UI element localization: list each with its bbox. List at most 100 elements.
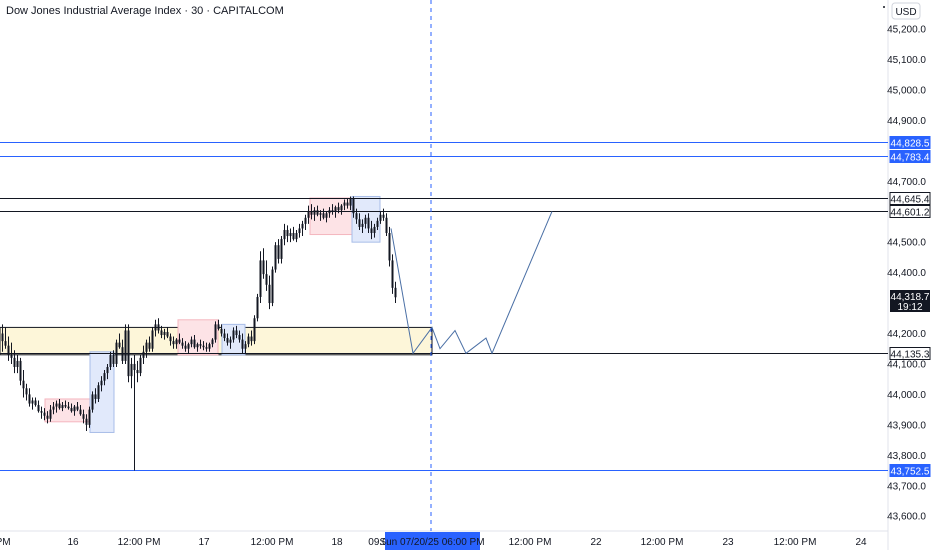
candle (31, 397, 34, 410)
candle (316, 205, 319, 217)
candle (349, 196, 352, 211)
candle (172, 336, 175, 349)
candle (142, 345, 145, 364)
candle (124, 324, 127, 364)
price-tick-label: 44,200.0 (887, 329, 926, 340)
level-price-text: 44,601.2 (891, 208, 930, 219)
time-tick-label: 12:00 PM (251, 537, 294, 548)
currency-button[interactable]: USD (891, 2, 921, 20)
candle (337, 202, 340, 214)
candle (22, 370, 25, 398)
last-price-countdown: 19:12 (897, 302, 922, 313)
time-tick-label: 12:00 PM (774, 537, 817, 548)
time-tick-label: 22 (590, 537, 602, 548)
crosshair-time-label: Sun 07/20/25 06:00 PM (379, 532, 485, 550)
time-tick-label: 18 (331, 537, 343, 548)
candles-layer (1, 196, 397, 471)
candle (190, 336, 193, 348)
price-tick-label: 45,200.0 (887, 25, 926, 36)
candle (70, 403, 73, 413)
candle (367, 213, 370, 234)
price-tick-label: 44,400.0 (887, 268, 926, 279)
candle (199, 339, 202, 349)
candle (235, 325, 238, 339)
candle (292, 226, 295, 241)
candle (262, 248, 265, 279)
candle (280, 236, 283, 264)
candle (115, 339, 118, 367)
time-tick-label: 16 (67, 537, 79, 548)
candle (52, 402, 55, 415)
candle (298, 223, 301, 238)
candle (364, 214, 367, 229)
candle (202, 341, 205, 351)
candle (319, 210, 322, 221)
candle (112, 350, 115, 367)
candle (4, 327, 7, 349)
candle (322, 208, 325, 220)
candle (127, 324, 130, 383)
menu-dot-icon[interactable] (883, 6, 885, 8)
price-tick-label: 43,900.0 (887, 420, 926, 431)
price-tick-label: 44,700.0 (887, 177, 926, 188)
candle (79, 405, 82, 416)
candle (109, 351, 112, 371)
level-price-label: 44,783.4 (889, 150, 931, 164)
candle (289, 228, 292, 243)
candle (160, 325, 163, 339)
candle (211, 338, 214, 348)
time-tick-label: 24 (855, 537, 867, 548)
candle (226, 333, 229, 346)
candle (67, 402, 70, 410)
candle (310, 204, 313, 220)
candle (238, 330, 241, 343)
price-tick-label: 44,100.0 (887, 359, 926, 370)
candle (259, 251, 262, 304)
candle (157, 318, 160, 334)
projection-path[interactable] (390, 211, 553, 355)
candle (361, 219, 364, 234)
candle (193, 335, 196, 349)
price-tick-label: 43,600.0 (887, 512, 926, 523)
level-price-text: 44,645.4 (891, 195, 930, 206)
candle (187, 342, 190, 354)
level-price-text: 44,783.4 (891, 153, 930, 164)
candle (94, 388, 97, 404)
time-axis[interactable]: 2:00 PM 16 12:00 PM 17 12:00 PM 18 09:0 12:00 P… (0, 537, 867, 548)
candle (388, 226, 391, 267)
candle (376, 217, 379, 230)
candle (328, 207, 331, 218)
candle (394, 281, 397, 304)
price-axis[interactable]: 45,200.0 45,100.0 45,000.0 44,900.0 44,700.0… (887, 25, 926, 523)
price-tick-label: 45,000.0 (887, 85, 926, 96)
candle (49, 405, 52, 422)
time-tick-label: 23 (722, 537, 734, 548)
candle (244, 341, 247, 354)
candle (307, 205, 310, 224)
candle (196, 342, 199, 352)
time-tick-label: 2:00 PM (0, 537, 11, 548)
candle (64, 400, 67, 409)
time-tick-label: 09:0 (368, 537, 388, 548)
candle (340, 204, 343, 215)
level-price-label: 44,135.3 (889, 347, 931, 361)
candle (379, 211, 382, 224)
horizontal-lines-layer (0, 142, 888, 471)
candle (232, 327, 235, 343)
candle (34, 397, 37, 407)
candle (37, 400, 40, 413)
candle (208, 342, 211, 352)
candle (58, 398, 61, 410)
chart-title: Dow Jones Industrial Average Index · 30 … (6, 5, 284, 17)
candle (73, 405, 76, 416)
level-price-label: 44,645.4 (889, 192, 931, 206)
candle (265, 260, 268, 291)
candle (217, 319, 220, 331)
candle (100, 376, 103, 392)
last-price-text: 44,318.7 (891, 292, 930, 303)
time-tick-label: 12:00 PM (118, 537, 161, 548)
candle (97, 382, 100, 403)
candle (28, 388, 31, 407)
